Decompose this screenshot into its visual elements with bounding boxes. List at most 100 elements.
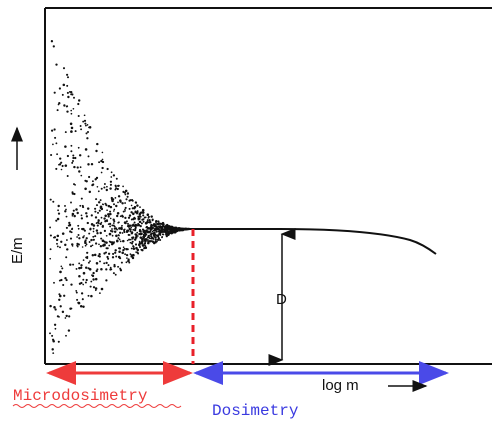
scatter-point [126,239,129,242]
scatter-point [61,164,64,168]
scatter-point [90,294,93,298]
scatter-point [131,199,134,202]
scatter-point [105,188,109,192]
scatter-point [129,228,132,231]
scatter-point [107,257,110,260]
scatter-point [118,238,121,241]
scatter-point [161,228,164,231]
scatter-point [109,183,112,186]
scatter-point [66,91,69,94]
scatter-point [73,96,75,99]
scatter-point [104,202,107,205]
scatter-point [65,334,67,337]
scatter-point [119,269,123,272]
scatter-point [124,206,127,209]
scatter-point [82,236,85,239]
scatter-point [146,220,149,223]
scatter-point [55,219,58,222]
scatter-point [113,263,116,266]
scatter-point [56,245,59,248]
scatter-point [72,160,74,162]
scatter-point [75,291,78,294]
scatter-point [132,245,135,248]
scatter-point [58,163,60,166]
scatter-point [154,224,157,227]
scatter-point [148,220,152,224]
scatter-point [125,198,128,201]
scatter-point [100,237,103,240]
scatter-point [139,224,142,228]
scatter-point [153,227,156,230]
scatter-point [144,244,147,247]
scatter-point [86,137,89,140]
scatter-point [130,254,133,257]
scatter-point [99,231,102,235]
scatter-point [61,267,64,270]
scatter-point [77,114,80,118]
scatter-point [130,226,133,229]
scatter-point [88,241,91,243]
scatter-point [82,305,85,308]
scatter-point [96,232,99,235]
scatter-point [56,109,59,112]
scatter-point [125,253,129,257]
scatter-point [58,102,61,105]
scatter-point [95,176,99,180]
scatter-point [132,228,135,231]
scatter-point [87,163,90,166]
scatter-point [83,229,86,232]
scatter-point [118,250,121,254]
scatter-point [110,176,113,178]
scatter-point [70,130,73,133]
scatter-point [65,279,68,282]
scatter-point [54,327,57,330]
scatter-point [86,124,89,126]
scatter-point [106,185,108,188]
scatter-point [60,161,63,164]
scatter-point [68,223,72,227]
scatter-point [49,257,52,260]
scatter-point [105,247,108,250]
scatter-point [91,180,94,183]
scatter-point [121,202,124,205]
scatter-point [139,215,142,218]
scatter-point [64,145,67,148]
scatter-point [111,228,113,230]
scatter-point [119,257,122,260]
scatter-point [117,265,120,268]
scatter-point [109,217,112,220]
scatter-point [66,248,69,251]
scatter-point [60,168,63,171]
scatter-point [142,214,145,217]
scatter-point [53,306,56,309]
scatter-point [103,262,106,265]
scatter-point [146,226,149,229]
scatter-point [92,235,95,238]
scatter-point [106,209,108,212]
scatter-point [65,314,68,318]
scatter-point [136,231,139,234]
scatter-point [104,251,108,254]
scatter-point [107,264,110,267]
scatter-point [49,332,51,335]
scatter-point [138,220,142,224]
scatter-point [142,218,145,221]
scatter-point [94,216,98,219]
scatter-point [112,224,115,227]
scatter-point [126,195,129,198]
scatter-point [123,247,126,250]
scatter-point [74,130,77,133]
scatter-point [103,217,106,220]
scatter-point [139,206,141,208]
scatter-point [73,183,75,186]
scatter-point [110,268,113,271]
scatter-point [50,129,54,132]
scatter-point [117,221,120,224]
scatter-point [56,153,59,156]
scatter-point [103,240,106,243]
scatter-point [71,191,74,194]
scatter-point [66,84,69,87]
scatter-point [73,214,76,218]
scatter-point [137,222,140,225]
scatter-point [77,224,80,227]
